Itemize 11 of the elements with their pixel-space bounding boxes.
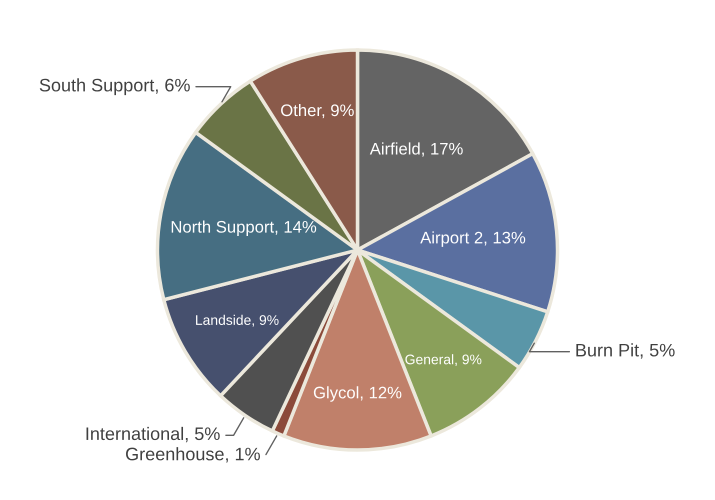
slice-label: South Support, 6% bbox=[40, 78, 190, 96]
slice-label: Glycol, 12% bbox=[314, 386, 402, 402]
slice-label: Airfield, 17% bbox=[370, 142, 463, 157]
slice-label: Burn Pit, 5% bbox=[576, 343, 675, 359]
slice-label: Greenhouse, 1% bbox=[126, 447, 260, 463]
slice-label: Other, 9% bbox=[281, 104, 354, 118]
slice-label: General, 9% bbox=[405, 354, 482, 366]
slice-label: International, 5% bbox=[86, 426, 220, 442]
slice-label: Airport 2, 13% bbox=[420, 231, 526, 247]
slice-label: Landside, 9% bbox=[196, 314, 279, 327]
slice-label: North Support, 14% bbox=[172, 220, 316, 236]
